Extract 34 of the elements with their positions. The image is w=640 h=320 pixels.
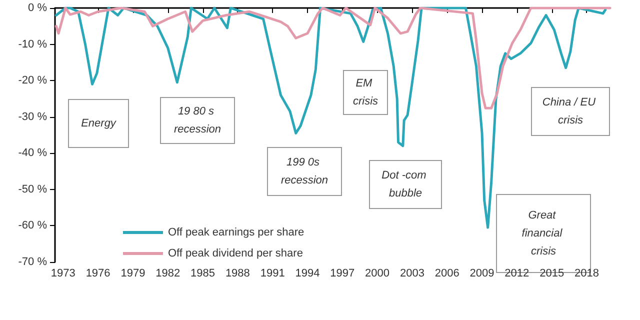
x-tick-label: 2009	[470, 268, 494, 280]
x-tick-label: 1982	[156, 268, 180, 280]
legend-label: Off peak dividend per share	[168, 248, 303, 260]
x-tick-label: 1997	[330, 268, 355, 280]
annotation: 19 80 s recession	[174, 106, 222, 136]
x-tick-label: 1985	[190, 268, 216, 280]
y-tick-label: -70 %	[18, 256, 48, 268]
y-tick-label: 0 %	[28, 2, 48, 14]
x-tick-label: 2000	[365, 268, 390, 280]
annotation: Great financial crisis	[522, 210, 566, 258]
x-tick-label: 1988	[225, 268, 250, 280]
annotation: 199 0s recession	[280, 156, 328, 186]
y-tick-label: -50 %	[18, 183, 48, 196]
line-series	[54, 6, 607, 229]
x-tick-label: 1979	[120, 268, 146, 280]
y-tick-label: -40 %	[18, 147, 48, 160]
x-tick-label: 2018	[574, 268, 599, 280]
annotation: Energy	[81, 118, 118, 130]
y-tick-label: -30 %	[18, 110, 48, 123]
x-tick-label: 2006	[434, 268, 460, 280]
x-tick-label: 2003	[400, 268, 424, 280]
y-tick-label: -20 %	[18, 74, 48, 87]
legend-label: Off peak earnings per share	[168, 226, 304, 238]
x-tick-label: 1973	[50, 268, 76, 280]
annotation: EM crisis	[352, 78, 379, 108]
x-tick-label: 1976	[86, 268, 110, 280]
annotation: China / EU crisis	[542, 96, 599, 126]
y-tick-label: -60 %	[18, 220, 48, 232]
x-tick-label: 2012	[504, 268, 530, 280]
x-tick-label: 2015	[540, 268, 564, 280]
annotation: Dot -com bubble	[382, 170, 430, 200]
x-tick-label: 1991	[260, 268, 285, 280]
y-tick-label: -10 %	[18, 38, 48, 50]
x-tick-label: 1994	[295, 268, 320, 280]
